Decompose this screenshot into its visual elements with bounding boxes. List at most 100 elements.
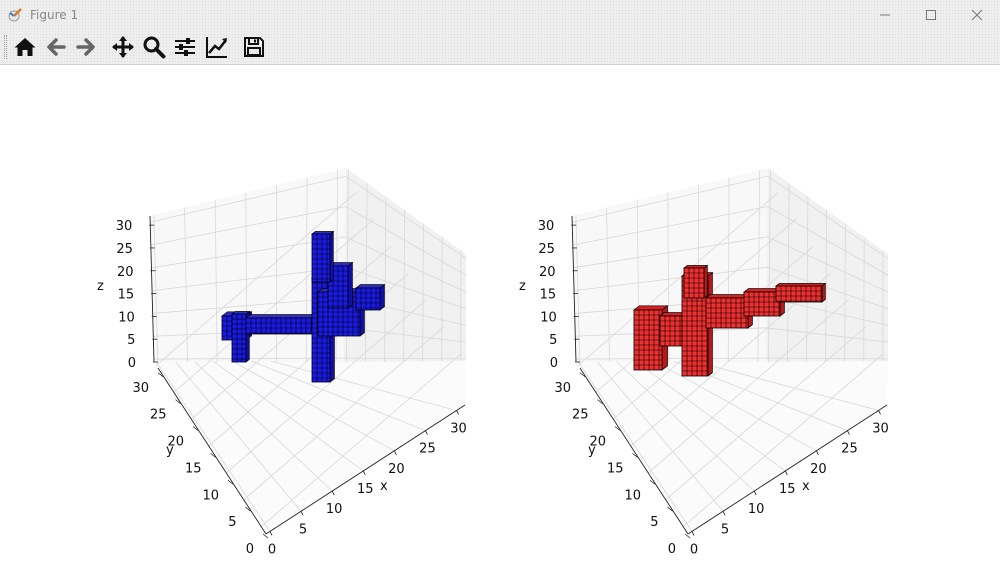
configure-subplots-button[interactable] xyxy=(170,32,200,62)
zoom-icon xyxy=(143,36,166,59)
fuselage-front-front xyxy=(743,291,781,317)
grid-line xyxy=(597,361,724,512)
y-tick xyxy=(157,372,164,378)
z-tick-label: 5 xyxy=(127,333,135,348)
z-axis-line xyxy=(149,215,155,363)
y-tick-label: 0 xyxy=(668,542,676,557)
grid-line xyxy=(757,170,761,363)
y-tick-label: 25 xyxy=(572,408,589,423)
grid-line xyxy=(213,361,364,472)
tail-vertical-front xyxy=(231,313,247,363)
fuselage-rear-top xyxy=(244,314,322,319)
x-tick-label: 0 xyxy=(268,542,276,557)
grid-line xyxy=(232,361,395,452)
x-tick-label: 30 xyxy=(872,421,889,436)
x-tick-label: 25 xyxy=(841,442,858,457)
x-axis-line xyxy=(687,404,888,535)
voxel-model-red xyxy=(632,264,827,377)
nose-top xyxy=(354,284,386,289)
z-axis-line xyxy=(571,215,577,363)
x-tick xyxy=(722,511,726,516)
y-axis-line xyxy=(579,367,689,535)
y-tick xyxy=(579,372,586,378)
forward-button[interactable] xyxy=(71,32,101,62)
x-axis-label: x xyxy=(802,479,810,494)
z-tick-label: 0 xyxy=(550,356,558,371)
grid-line xyxy=(727,177,730,363)
grid-line xyxy=(184,207,188,363)
zoom-button[interactable] xyxy=(139,32,169,62)
x-tick-label: 5 xyxy=(299,522,307,537)
grid-line xyxy=(214,200,218,363)
y-tick xyxy=(597,399,603,404)
y-tick xyxy=(667,506,673,512)
matplotlib-icon xyxy=(8,8,22,22)
x-tick-label: 20 xyxy=(810,462,827,477)
minimize-button[interactable] xyxy=(862,0,908,30)
x-tick-label: 10 xyxy=(326,502,343,517)
pan-button[interactable] xyxy=(108,32,138,62)
close-button[interactable] xyxy=(954,0,1000,30)
maximize-button[interactable] xyxy=(908,0,954,30)
home-button[interactable] xyxy=(10,32,40,62)
z-axis-label: z xyxy=(519,279,526,294)
home-icon xyxy=(14,38,36,56)
window-title: Figure 1 xyxy=(30,8,79,22)
canopy-side xyxy=(703,264,708,299)
grid-line xyxy=(635,361,786,472)
grid-line xyxy=(612,245,814,420)
minimize-icon xyxy=(880,14,890,16)
y-tick-label: 15 xyxy=(607,461,624,476)
z-tick-label: 25 xyxy=(116,242,133,257)
y-tick xyxy=(192,426,199,431)
figure-canvas[interactable]: 0 5 10 15 20 25 30 0 5 10 15 20 25 30 0 5 10 15 20 25 30 z y x 0… xyxy=(0,66,1000,564)
z-tick-label: 5 xyxy=(549,333,557,348)
x-tick xyxy=(269,531,273,536)
grid-line xyxy=(422,223,424,362)
y-tick xyxy=(614,426,621,431)
x-tick xyxy=(331,490,335,496)
back-icon xyxy=(47,38,66,56)
wing-top-front xyxy=(311,233,331,283)
grid-line xyxy=(647,299,849,474)
z-tick-label: 15 xyxy=(540,288,557,303)
save-button[interactable] xyxy=(239,32,269,62)
pan-icon xyxy=(112,36,134,58)
grid-line xyxy=(151,236,467,293)
x-tick xyxy=(784,470,788,476)
grid-line xyxy=(616,361,755,492)
y-tick-label: 20 xyxy=(589,435,606,450)
close-icon xyxy=(971,9,983,21)
grid-line xyxy=(173,219,375,393)
z-tick-label: 10 xyxy=(540,310,557,325)
y-tick-label: 10 xyxy=(202,488,219,503)
grid-line xyxy=(403,210,406,362)
back-button[interactable] xyxy=(41,32,71,62)
side-pane xyxy=(344,168,466,362)
nose-front xyxy=(355,287,381,311)
edit-axes-button[interactable] xyxy=(202,32,232,62)
maximize-icon xyxy=(926,10,936,20)
x-tick xyxy=(300,511,304,516)
canopy-side xyxy=(347,261,353,309)
z-tick-label: 20 xyxy=(539,265,556,280)
grid-line xyxy=(787,183,790,362)
x-tick-label: 0 xyxy=(690,542,698,557)
grid-line xyxy=(150,175,467,259)
floor-pane xyxy=(154,361,466,534)
x-tick xyxy=(815,450,819,455)
z-tick-label: 10 xyxy=(118,310,135,325)
x-tick-label: 20 xyxy=(388,462,405,477)
y-tick xyxy=(227,479,234,485)
y-tick-label: 30 xyxy=(554,381,571,396)
z-tick-label: 15 xyxy=(118,288,135,303)
edit-axes-icon xyxy=(206,37,227,58)
y-tick-label: 10 xyxy=(624,488,641,503)
x-tick-label: 30 xyxy=(450,421,467,436)
grid-line xyxy=(175,361,302,512)
grid-line xyxy=(768,169,771,362)
toolbar-grip[interactable] xyxy=(4,35,7,59)
grid-line xyxy=(194,361,333,492)
